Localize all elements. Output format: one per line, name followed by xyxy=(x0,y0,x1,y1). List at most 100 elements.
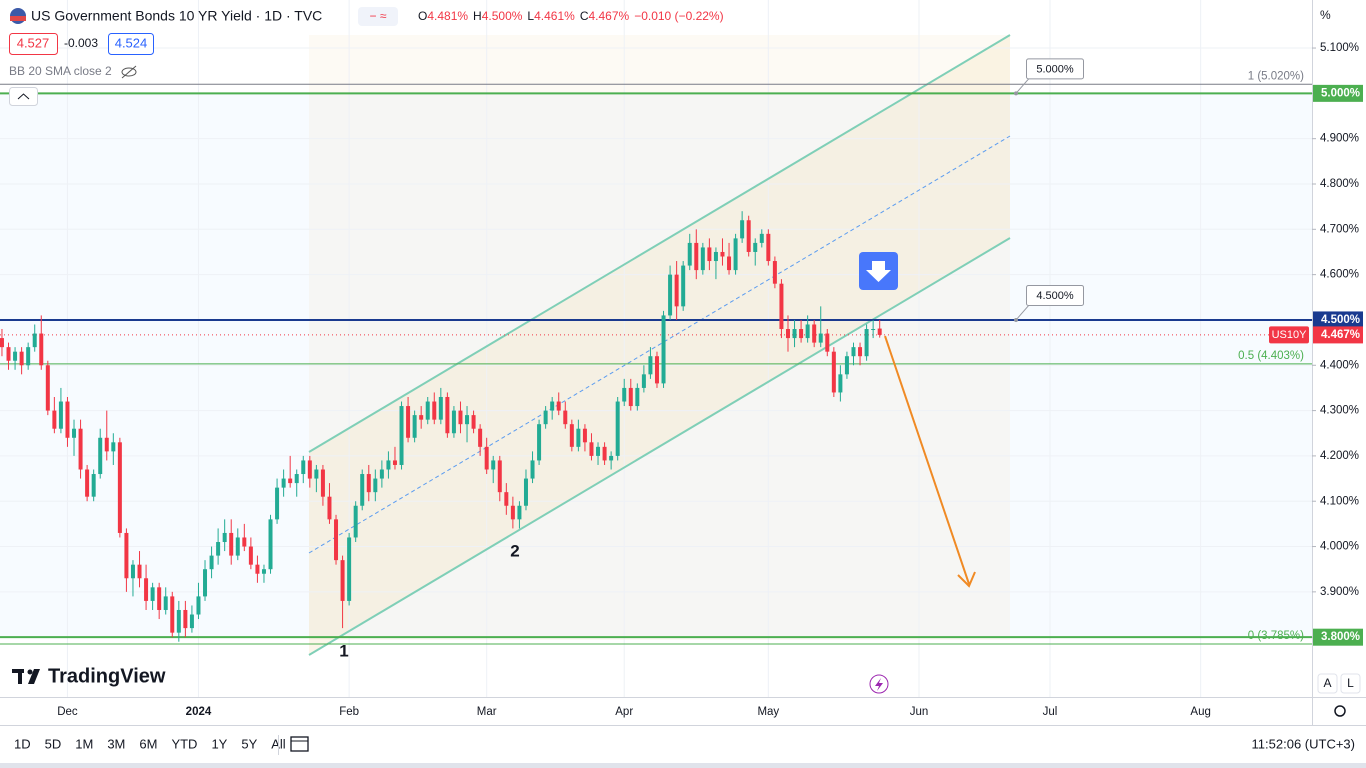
y-tick-label: 5.100% xyxy=(1320,42,1359,54)
candle-body xyxy=(720,251,725,257)
candle-body xyxy=(157,587,162,610)
y-tick-label: 4.400% xyxy=(1320,359,1359,371)
candle-body xyxy=(766,233,771,262)
candle-body xyxy=(176,609,181,633)
range-button[interactable]: 1D xyxy=(14,736,31,751)
callout-leader xyxy=(1015,77,1031,94)
candle-body xyxy=(229,532,234,556)
candle-body xyxy=(294,474,299,484)
candle-body xyxy=(497,460,502,493)
candle-body xyxy=(596,446,601,456)
logo-text: TradingView xyxy=(48,665,166,687)
ohlc-change: −0.010 (−0.22%) xyxy=(634,9,723,23)
candle-body xyxy=(602,446,607,461)
log-button[interactable] xyxy=(1340,673,1361,694)
candle-body xyxy=(530,460,535,479)
candle-body xyxy=(281,478,286,488)
candle-body xyxy=(144,578,149,601)
candle-body xyxy=(753,242,758,252)
x-tick-label: Jul xyxy=(1043,706,1058,718)
range-button[interactable]: 3M xyxy=(107,736,125,751)
spread: -0.003 xyxy=(64,36,98,50)
ohlc-value: 4.461% xyxy=(534,9,575,23)
candle-body xyxy=(491,460,496,470)
candle-body xyxy=(772,261,777,284)
candle-body xyxy=(851,347,856,357)
y-tick-label: 3.900% xyxy=(1320,586,1359,598)
candle-body xyxy=(124,532,129,579)
ohlc-key: L xyxy=(527,9,534,23)
hide-icon[interactable] xyxy=(121,65,137,79)
auto-label: A xyxy=(1323,676,1331,690)
range-button[interactable]: 6M xyxy=(139,736,157,751)
log-label: L xyxy=(1347,676,1354,690)
candle-body xyxy=(537,424,542,461)
candle-body xyxy=(353,505,358,538)
range-button[interactable]: 5D xyxy=(45,736,62,751)
candle-body xyxy=(189,614,194,629)
callout-leader xyxy=(1015,303,1031,321)
candle-body xyxy=(327,496,332,520)
candle-body xyxy=(792,329,797,339)
indicator-legend: BB 20 SMA close 2 xyxy=(9,64,112,78)
range-button[interactable]: YTD xyxy=(171,736,197,751)
channel-area xyxy=(309,35,1010,640)
axis-unit[interactable]: % xyxy=(1320,8,1331,22)
candle-body xyxy=(510,505,515,520)
ask-box[interactable] xyxy=(108,33,154,55)
candle-body xyxy=(432,401,437,420)
candle-body xyxy=(419,415,424,420)
candle-body xyxy=(523,478,528,506)
candle-body xyxy=(615,401,620,456)
candle-body xyxy=(812,324,817,343)
candle-body xyxy=(674,274,679,307)
candle-body xyxy=(406,406,411,438)
candle-body xyxy=(471,415,476,429)
candle-body xyxy=(235,537,240,556)
projection-arrow xyxy=(884,335,970,585)
range-button[interactable]: 1M xyxy=(75,736,93,751)
x-tick-label: Dec xyxy=(57,706,78,718)
candle-body xyxy=(52,410,57,429)
date-range-icon[interactable] xyxy=(290,736,309,752)
collapse-button[interactable] xyxy=(9,87,38,106)
candle-body xyxy=(255,564,260,574)
candle-body xyxy=(65,401,70,438)
candle-body xyxy=(759,233,764,243)
candle-body xyxy=(196,596,201,615)
candle-body xyxy=(288,478,293,484)
compare-button[interactable] xyxy=(358,7,398,26)
candle-body xyxy=(569,424,574,447)
auto-button[interactable] xyxy=(1317,673,1338,694)
candle-body xyxy=(340,560,345,601)
candle-body xyxy=(818,333,823,343)
candle-body xyxy=(412,415,417,438)
candle-body xyxy=(334,519,339,561)
range-button[interactable]: 1Y xyxy=(211,736,227,751)
last-price-label: 4.467% xyxy=(1321,329,1360,341)
candle-body xyxy=(563,410,568,425)
candle-body xyxy=(445,396,450,434)
candle-body xyxy=(805,324,810,339)
candle-body xyxy=(635,387,640,407)
y-tick-label: 4.300% xyxy=(1320,405,1359,417)
candle-body xyxy=(242,537,247,547)
candle-body xyxy=(360,474,365,506)
range-button[interactable]: 5Y xyxy=(241,736,257,751)
settings-icon[interactable] xyxy=(1334,705,1346,717)
symbol-tag-label: US10Y xyxy=(1272,329,1308,341)
bid: 4.527 xyxy=(17,35,50,50)
wave-label: 2 xyxy=(510,541,519,560)
y-tick-label: 4.600% xyxy=(1320,269,1359,281)
candle-body xyxy=(111,442,116,452)
bid-box[interactable] xyxy=(9,33,58,55)
event-bolt xyxy=(875,678,883,691)
y-tick-label: 4.800% xyxy=(1320,178,1359,190)
candle-body xyxy=(19,351,24,366)
candle-body xyxy=(39,333,44,366)
candle-body xyxy=(268,519,273,570)
candle-body xyxy=(661,315,666,384)
candle-body xyxy=(222,532,227,543)
candle-body xyxy=(517,505,522,520)
